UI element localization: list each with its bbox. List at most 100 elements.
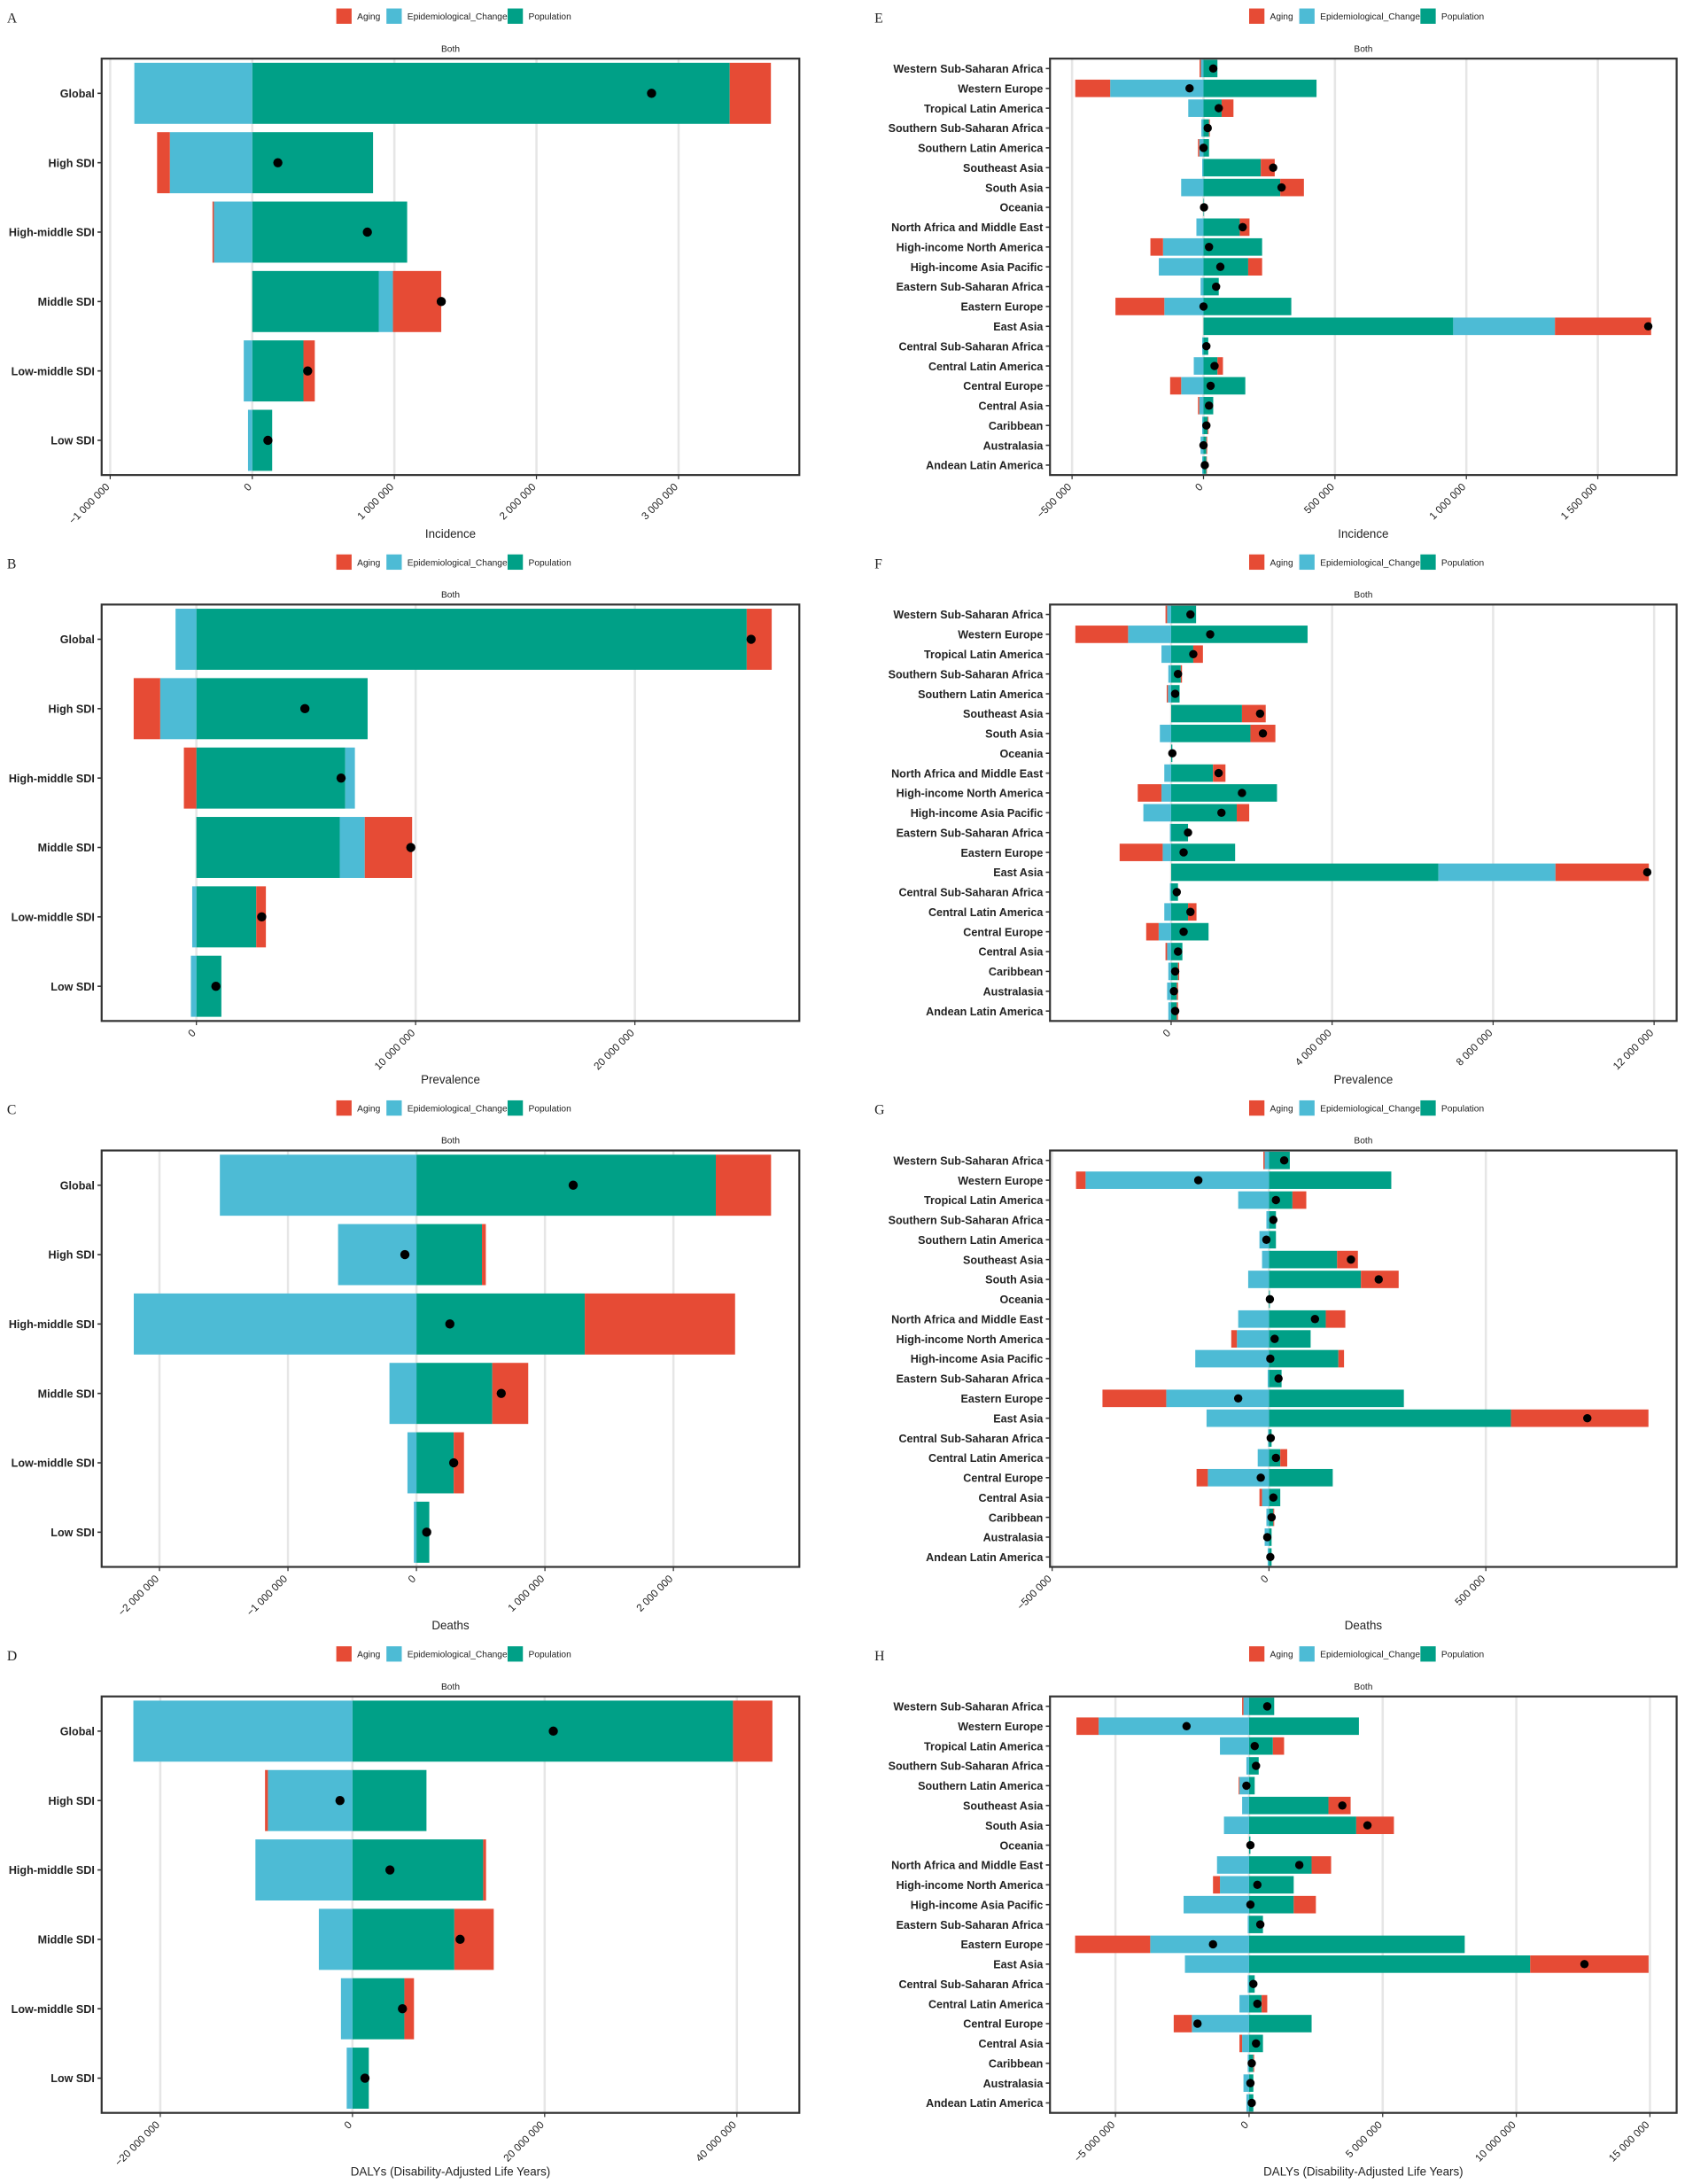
- legend-label: Epidemiological_Change: [1320, 558, 1420, 568]
- y-tick-label: High SDI: [49, 1249, 95, 1262]
- bar-segment: [1248, 1916, 1263, 1933]
- legend-swatch: [386, 1646, 402, 1662]
- y-tick-label: Southeast Asia: [963, 1800, 1044, 1813]
- bar-segment: [1262, 1488, 1270, 1507]
- bar-segment: [364, 817, 413, 878]
- y-tick-label: Central Europe: [963, 1473, 1043, 1485]
- bar-segment: [1248, 1816, 1356, 1835]
- x-axis-title: Incidence: [425, 527, 476, 540]
- bar-segment: [1325, 1310, 1346, 1328]
- legend-label: Epidemiological_Change: [1320, 12, 1420, 22]
- total-dot: [1279, 1155, 1289, 1165]
- bar-segment: [352, 1908, 454, 1970]
- y-tick-label: Tropical Latin America: [924, 649, 1044, 661]
- panel-label: H: [874, 1649, 884, 1664]
- bar-segment: [729, 62, 772, 124]
- bar-segment: [1184, 1955, 1249, 1973]
- x-tick-label: 0: [1259, 1573, 1271, 1585]
- y-tick-label: High-income Asia Pacific: [911, 807, 1044, 820]
- bar-segment: [1247, 1975, 1249, 1994]
- total-dot: [1208, 64, 1218, 74]
- legend-swatch: [1299, 554, 1315, 571]
- bar-segment: [1203, 377, 1246, 395]
- bar-segment: [1206, 1409, 1270, 1427]
- bar-segment: [1355, 1816, 1394, 1835]
- y-tick-label: Western Europe: [958, 629, 1043, 641]
- bar-segment: [416, 1432, 454, 1494]
- y-tick-label: Tropical Latin America: [924, 103, 1044, 115]
- y-tick-label: East Asia: [993, 1959, 1044, 1971]
- bar-segment: [1269, 1171, 1392, 1189]
- bar-segment: [1170, 605, 1197, 624]
- bar-segment: [346, 2048, 353, 2110]
- total-dot: [1270, 1334, 1279, 1343]
- y-tick-label: North Africa and Middle East: [891, 222, 1044, 234]
- bar-segment: [1272, 1737, 1285, 1755]
- bar-segment: [1248, 1717, 1359, 1736]
- y-tick-label: Central Europe: [963, 2018, 1043, 2031]
- x-tick-label: 10 000 000: [1473, 2118, 1518, 2164]
- bar-segment: [1248, 1776, 1255, 1795]
- bar-segment: [1269, 1468, 1333, 1487]
- panel-label: B: [7, 556, 16, 571]
- bar-segment: [1167, 943, 1171, 960]
- total-dot: [1212, 282, 1221, 291]
- legend-label: Population: [1441, 558, 1485, 568]
- total-dot: [1269, 1493, 1278, 1502]
- bar-segment: [1269, 1310, 1326, 1328]
- total-dot: [1170, 967, 1180, 976]
- bar-segment: [407, 1432, 417, 1494]
- total-dot: [362, 227, 372, 237]
- panel: C Aging Epidemiological_Change Population Bo…: [7, 1100, 801, 1632]
- y-tick-label: Eastern Sub-Saharan Africa: [897, 1919, 1044, 1931]
- bar-segment: [1203, 178, 1281, 197]
- y-tick-label: Tropical Latin America: [924, 1194, 1044, 1207]
- y-tick-label: Central Asia: [979, 2038, 1044, 2050]
- bar-segment: [1145, 922, 1159, 941]
- bar-segment: [1168, 1002, 1171, 1020]
- bar-segment: [1164, 298, 1204, 315]
- bar-segment: [1267, 1370, 1270, 1387]
- bar-segment: [1530, 1955, 1649, 1973]
- y-tick-label: Central Asia: [979, 400, 1044, 413]
- total-dot: [263, 435, 273, 446]
- plot-background: [1050, 1696, 1677, 2113]
- bar-segment: [191, 886, 197, 948]
- total-dot: [1246, 2079, 1255, 2087]
- total-dot: [1255, 709, 1265, 719]
- bar-segment: [1247, 258, 1262, 276]
- bar-segment: [1217, 357, 1223, 375]
- plot-background: [101, 58, 800, 476]
- facet-label: Both: [1354, 1137, 1372, 1146]
- y-tick-label: Eastern Sub-Saharan Africa: [897, 1373, 1044, 1386]
- bar-segment: [716, 1154, 772, 1216]
- total-dot: [746, 634, 757, 644]
- y-tick-label: Southern Sub-Saharan Africa: [889, 668, 1044, 680]
- bar-segment: [1237, 1330, 1270, 1348]
- y-tick-label: Australasia: [983, 2078, 1044, 2090]
- legend-label: Aging: [357, 1651, 380, 1660]
- panel-label: G: [874, 1103, 884, 1118]
- bar-segment: [1510, 1409, 1649, 1427]
- x-tick-label: −1 000 000: [66, 481, 112, 526]
- bar-segment: [733, 1700, 773, 1762]
- total-dot: [1214, 768, 1223, 778]
- total-dot: [1215, 262, 1225, 271]
- total-dot: [1643, 322, 1653, 331]
- bar-segment: [1231, 1330, 1238, 1348]
- bar-segment: [416, 1363, 493, 1425]
- total-dot: [1200, 461, 1209, 470]
- bar-segment: [1203, 159, 1262, 177]
- y-tick-label: Central Sub-Saharan Africa: [898, 340, 1044, 353]
- y-tick-label: Andean Latin America: [926, 460, 1044, 472]
- facet-label: Both: [441, 44, 460, 54]
- panel-label: C: [7, 1103, 16, 1118]
- bar-segment: [1167, 982, 1171, 1000]
- total-dot: [1277, 183, 1286, 192]
- total-dot: [1179, 927, 1188, 937]
- y-tick-label: East Asia: [993, 867, 1044, 879]
- x-tick-label: 1 000 000: [355, 481, 397, 523]
- y-tick-label: Eastern Europe: [960, 301, 1043, 314]
- total-dot: [1206, 381, 1215, 391]
- x-tick-label: −5 000 000: [1072, 2118, 1117, 2164]
